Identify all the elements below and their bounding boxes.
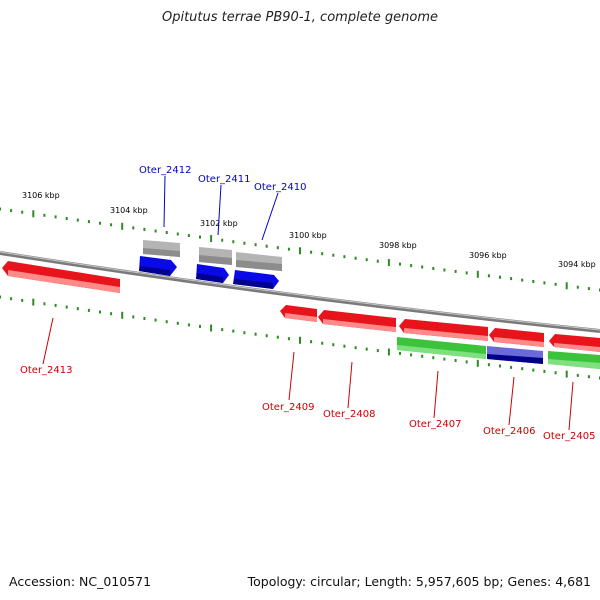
label-leader-oter-2405 <box>568 381 574 431</box>
genome-backbone <box>0 251 600 333</box>
cds-oter-2413[interactable] <box>2 261 120 293</box>
gray-feature-oter-2411[interactable] <box>199 247 232 265</box>
genome-title: Opitutus terrae PB90-1, complete genome <box>161 10 439 25</box>
label-leader-oter-2407 <box>433 370 439 419</box>
label-leader-oter-2411 <box>217 184 222 236</box>
scale-label-3096: 3096 kbp <box>469 251 507 260</box>
scale-label-3098: 3098 kbp <box>379 241 417 250</box>
scale-ticks-bottom <box>0 295 600 380</box>
label-leader-oter-2410 <box>261 192 279 241</box>
cds-reverse-oter-2405[interactable] <box>548 351 600 369</box>
scale-label-3100: 3100 kbp <box>289 231 327 240</box>
blue-feature-oter-2406[interactable] <box>487 346 543 364</box>
gray-feature-oter-2410[interactable] <box>236 252 282 271</box>
gene-label-oter-2410[interactable]: Oter_2410 <box>254 182 307 193</box>
cds-oter-2405[interactable] <box>549 334 600 352</box>
gray-feature-oter-2412[interactable] <box>143 240 180 257</box>
label-leader-oter-2412 <box>163 175 166 228</box>
gene-label-oter-2412[interactable]: Oter_2412 <box>139 165 192 176</box>
cds-oter-2407[interactable] <box>399 319 488 341</box>
label-leader-oter-2406 <box>508 376 515 426</box>
cds-oter-2408[interactable] <box>318 310 396 332</box>
blue-feature-oter-2412[interactable] <box>139 256 177 276</box>
topology-text: Topology: circular; Length: 5,957,605 bp… <box>247 574 591 589</box>
genome-backbone-highlight <box>0 251 600 331</box>
scale-ticks-top <box>0 207 600 292</box>
scale-label-3106: 3106 kbp <box>22 191 60 200</box>
gene-label-oter-2413[interactable]: Oter_2413 <box>20 365 73 376</box>
scale-label-3094: 3094 kbp <box>558 260 596 269</box>
gene-label-oter-2408[interactable]: Oter_2408 <box>323 409 376 420</box>
blue-feature-oter-2411[interactable] <box>196 264 229 283</box>
gene-label-oter-2411[interactable]: Oter_2411 <box>198 174 251 185</box>
gene-label-oter-2407[interactable]: Oter_2407 <box>409 419 462 430</box>
gene-label-oter-2406[interactable]: Oter_2406 <box>483 426 536 437</box>
cds-oter-2406[interactable] <box>489 328 544 347</box>
scale-label-3104: 3104 kbp <box>110 206 148 215</box>
label-leader-oter-2413 <box>42 317 54 365</box>
gene-label-oter-2409[interactable]: Oter_2409 <box>262 402 315 413</box>
cds-oter-2409[interactable] <box>280 305 317 322</box>
cds-reverse-oter-2407[interactable] <box>397 337 486 359</box>
blue-feature-oter-2410[interactable] <box>233 270 279 289</box>
label-leader-oter-2409 <box>288 351 295 401</box>
gene-label-oter-2405[interactable]: Oter_2405 <box>543 431 596 442</box>
label-leader-oter-2408 <box>347 361 353 409</box>
accession-text: Accession: NC_010571 <box>9 574 152 589</box>
